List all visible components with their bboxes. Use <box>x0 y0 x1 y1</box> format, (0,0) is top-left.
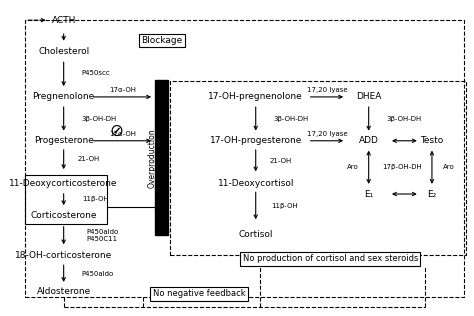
Text: 21-OH: 21-OH <box>77 156 100 162</box>
Text: DHEA: DHEA <box>356 92 382 101</box>
Text: 17,20 lyase: 17,20 lyase <box>307 131 347 137</box>
Text: Aro: Aro <box>347 164 359 170</box>
Text: No production of cortisol and sex steroids: No production of cortisol and sex steroi… <box>243 254 418 263</box>
Text: ⊘: ⊘ <box>109 121 123 139</box>
Text: Aldosterone: Aldosterone <box>36 287 91 296</box>
Text: 17β-OH-DH: 17β-OH-DH <box>383 164 422 170</box>
Text: Testo: Testo <box>420 136 444 145</box>
Text: 18-OH-corticosterone: 18-OH-corticosterone <box>15 251 112 260</box>
Text: No negative feedback: No negative feedback <box>153 289 246 298</box>
Text: 17α-OH: 17α-OH <box>109 88 136 94</box>
Text: 11-Deoxycorticosterone: 11-Deoxycorticosterone <box>9 179 118 188</box>
Text: 11β-OH: 11β-OH <box>82 196 109 202</box>
Text: Pregnenolone: Pregnenolone <box>33 92 95 101</box>
Text: Cortisol: Cortisol <box>238 230 273 239</box>
Text: 17α-OH: 17α-OH <box>109 131 136 137</box>
Text: 3β-OH-DH: 3β-OH-DH <box>82 116 117 122</box>
Text: Aro: Aro <box>443 164 455 170</box>
Text: ADD: ADD <box>359 136 379 145</box>
Text: 17,20 lyase: 17,20 lyase <box>307 88 347 94</box>
Bar <box>155 80 168 235</box>
Text: Cholesterol: Cholesterol <box>38 47 89 56</box>
Text: 3β-OH-DH: 3β-OH-DH <box>387 116 422 122</box>
Text: Corticosterone: Corticosterone <box>30 211 97 221</box>
Text: P450aldo: P450aldo <box>82 270 114 276</box>
Text: E₁: E₁ <box>364 190 374 198</box>
Text: 21-OH: 21-OH <box>269 158 292 164</box>
Text: Overproduction: Overproduction <box>147 128 156 188</box>
Text: Progesterone: Progesterone <box>34 136 93 145</box>
Text: P450scc: P450scc <box>82 70 110 76</box>
Text: 17-OH-pregnenolone: 17-OH-pregnenolone <box>209 92 303 101</box>
Text: 17-OH-progesterone: 17-OH-progesterone <box>210 136 302 145</box>
Text: P450aldo
P450C11: P450aldo P450C11 <box>86 229 118 242</box>
Text: 11β-OH: 11β-OH <box>272 203 298 209</box>
Text: Blockage: Blockage <box>141 36 182 45</box>
Text: 3β-OH-DH: 3β-OH-DH <box>274 116 309 122</box>
Text: ACTH: ACTH <box>52 16 76 25</box>
Text: 11-Deoxycortisol: 11-Deoxycortisol <box>218 179 294 188</box>
Text: E₂: E₂ <box>428 190 437 198</box>
